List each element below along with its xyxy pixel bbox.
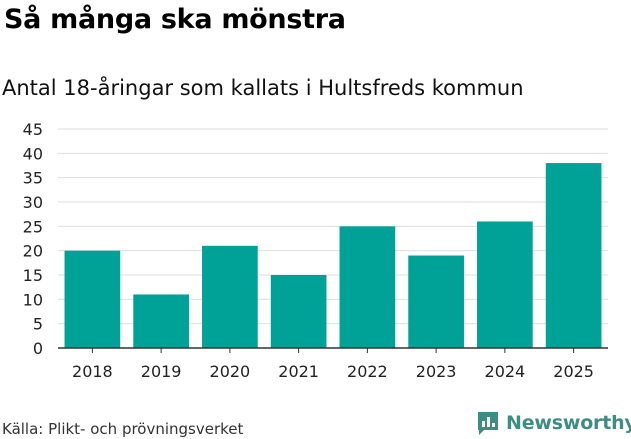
brand-name: Newsworthy — [506, 412, 631, 434]
bar-2023 — [408, 255, 464, 348]
y-tick-label: 5 — [33, 315, 43, 334]
bar-2018 — [64, 250, 121, 348]
x-axis-tick-labels: 2018 2019 2020 2021 2022 2023 2024 2025 — [72, 348, 594, 381]
y-axis-tick-labels: 0 5 10 15 20 25 30 35 40 45 — [23, 120, 43, 358]
y-tick-label: 0 — [33, 339, 43, 358]
x-tick-label: 2025 — [553, 362, 594, 381]
chart-subtitle: Antal 18-åringar som kallats i Hultsfred… — [2, 76, 524, 100]
bar-2022 — [339, 226, 396, 348]
chart-title: Så många ska mönstra — [4, 4, 346, 35]
y-tick-label: 10 — [23, 290, 43, 309]
x-tick-label: 2023 — [416, 362, 457, 381]
x-tick-label: 2019 — [141, 362, 182, 381]
x-tick-label: 2021 — [278, 362, 319, 381]
bars — [64, 163, 602, 348]
brand-logo: Newsworthy — [476, 410, 631, 436]
source-note: Källa: Plikt- och prövningsverket — [2, 420, 244, 438]
y-tick-label: 25 — [23, 217, 43, 236]
bar-2019 — [133, 294, 189, 348]
y-tick-label: 20 — [23, 242, 43, 261]
bar-2024 — [477, 221, 533, 348]
x-tick-label: 2018 — [72, 362, 113, 381]
y-tick-label: 35 — [23, 169, 43, 188]
bar-2020 — [202, 245, 258, 348]
y-tick-label: 30 — [23, 193, 43, 212]
x-tick-label: 2024 — [485, 362, 526, 381]
y-tick-label: 40 — [23, 144, 43, 163]
y-tick-label: 45 — [23, 120, 43, 139]
bar-chart-speech-bubble-icon — [478, 412, 498, 435]
x-tick-label: 2022 — [347, 362, 388, 381]
bar-2021 — [270, 275, 327, 348]
bar-2025 — [545, 163, 602, 348]
y-tick-label: 15 — [23, 266, 43, 285]
x-tick-label: 2020 — [210, 362, 251, 381]
